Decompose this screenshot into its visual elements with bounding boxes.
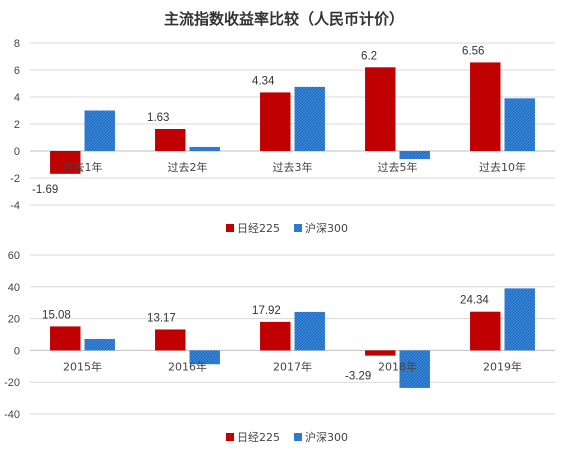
bar-hs300 xyxy=(84,110,115,151)
legend-swatch-nikkei225 xyxy=(226,224,234,232)
bar-hs300 xyxy=(84,338,115,351)
bar-nikkei225 xyxy=(260,92,291,151)
legend-label-hs300: 沪深300 xyxy=(305,221,348,235)
y-tick-label: -4 xyxy=(10,200,20,212)
category-label: 过去5年 xyxy=(378,160,418,174)
y-tick-label: 6 xyxy=(14,65,20,77)
category-label: 2018年 xyxy=(378,359,417,373)
bar-hs300 xyxy=(504,288,535,351)
legend: 日经225 沪深300 xyxy=(226,430,348,444)
y-tick-label: 60 xyxy=(8,250,20,262)
y-tick-label: -20 xyxy=(4,377,20,389)
bar-nikkei225 xyxy=(365,67,396,151)
bar-hs300 xyxy=(504,98,535,151)
category-label: 过去3年 xyxy=(273,160,313,174)
data-label: -1.69 xyxy=(32,184,58,196)
legend: 日经225 沪深300 xyxy=(226,221,348,235)
bar-nikkei225 xyxy=(365,350,396,356)
legend-swatch-hs300 xyxy=(294,433,302,441)
y-tick-label: 0 xyxy=(14,146,20,158)
chart-panel-trailing-returns: -4 -2 0 2 4 6 8 -1.69 过去1年 1.63 过去2年 4.34 过去3年 6.2 过去5… xyxy=(10,38,555,235)
data-label: 15.08 xyxy=(42,309,71,321)
data-label: 24.34 xyxy=(460,295,489,307)
bar-nikkei225 xyxy=(470,311,501,351)
y-tick-label: 20 xyxy=(8,314,20,326)
data-label: 17.92 xyxy=(252,305,281,317)
bar-hs300 xyxy=(294,86,325,151)
data-label: 13.17 xyxy=(147,312,176,324)
bar-hs300 xyxy=(189,350,220,365)
y-tick-label: -40 xyxy=(4,409,20,421)
bar-hs300 xyxy=(294,311,325,351)
bar-hs300 xyxy=(399,151,430,160)
category-label: 2017年 xyxy=(273,359,312,373)
bar-nikkei225 xyxy=(260,321,291,351)
data-label: 4.34 xyxy=(252,75,275,87)
category-label: 2019年 xyxy=(483,359,522,373)
chart-panel-annual-returns: -40 -20 0 20 40 60 15.08 2015年 13.17 2016年 17.92 20… xyxy=(4,250,555,444)
bar-hs300 xyxy=(399,350,430,388)
bar-nikkei225 xyxy=(50,326,81,351)
bar-nikkei225 xyxy=(155,329,186,351)
bar-hs300 xyxy=(189,146,220,151)
y-tick-label: 8 xyxy=(14,38,20,50)
legend-label-nikkei225: 日经225 xyxy=(237,222,280,235)
category-label: 过去2年 xyxy=(168,160,208,174)
legend-swatch-hs300 xyxy=(294,224,302,232)
legend-label-hs300: 沪深300 xyxy=(305,430,348,444)
y-tick-label: -2 xyxy=(10,173,20,185)
chart-title: 主流指数收益率比较（人民币计价） xyxy=(164,10,404,28)
data-label: -3.29 xyxy=(345,371,371,383)
category-label: 2016年 xyxy=(168,359,207,373)
bar-nikkei225 xyxy=(155,128,186,151)
y-tick-label: 2 xyxy=(14,119,20,131)
category-label: 2015年 xyxy=(63,359,102,373)
legend-label-nikkei225: 日经225 xyxy=(237,431,280,444)
y-tick-label: 4 xyxy=(14,92,20,104)
bar-nikkei225 xyxy=(470,62,501,151)
y-tick-label: 0 xyxy=(14,345,20,357)
y-tick-label: 40 xyxy=(8,282,20,294)
data-label: 6.2 xyxy=(361,50,377,62)
category-label: 过去10年 xyxy=(479,160,526,174)
data-label: 6.56 xyxy=(462,45,484,57)
category-label: 过去1年 xyxy=(63,160,103,174)
legend-swatch-nikkei225 xyxy=(226,433,234,441)
data-label: 1.63 xyxy=(147,112,169,124)
bar-nikkei225 xyxy=(50,151,81,174)
